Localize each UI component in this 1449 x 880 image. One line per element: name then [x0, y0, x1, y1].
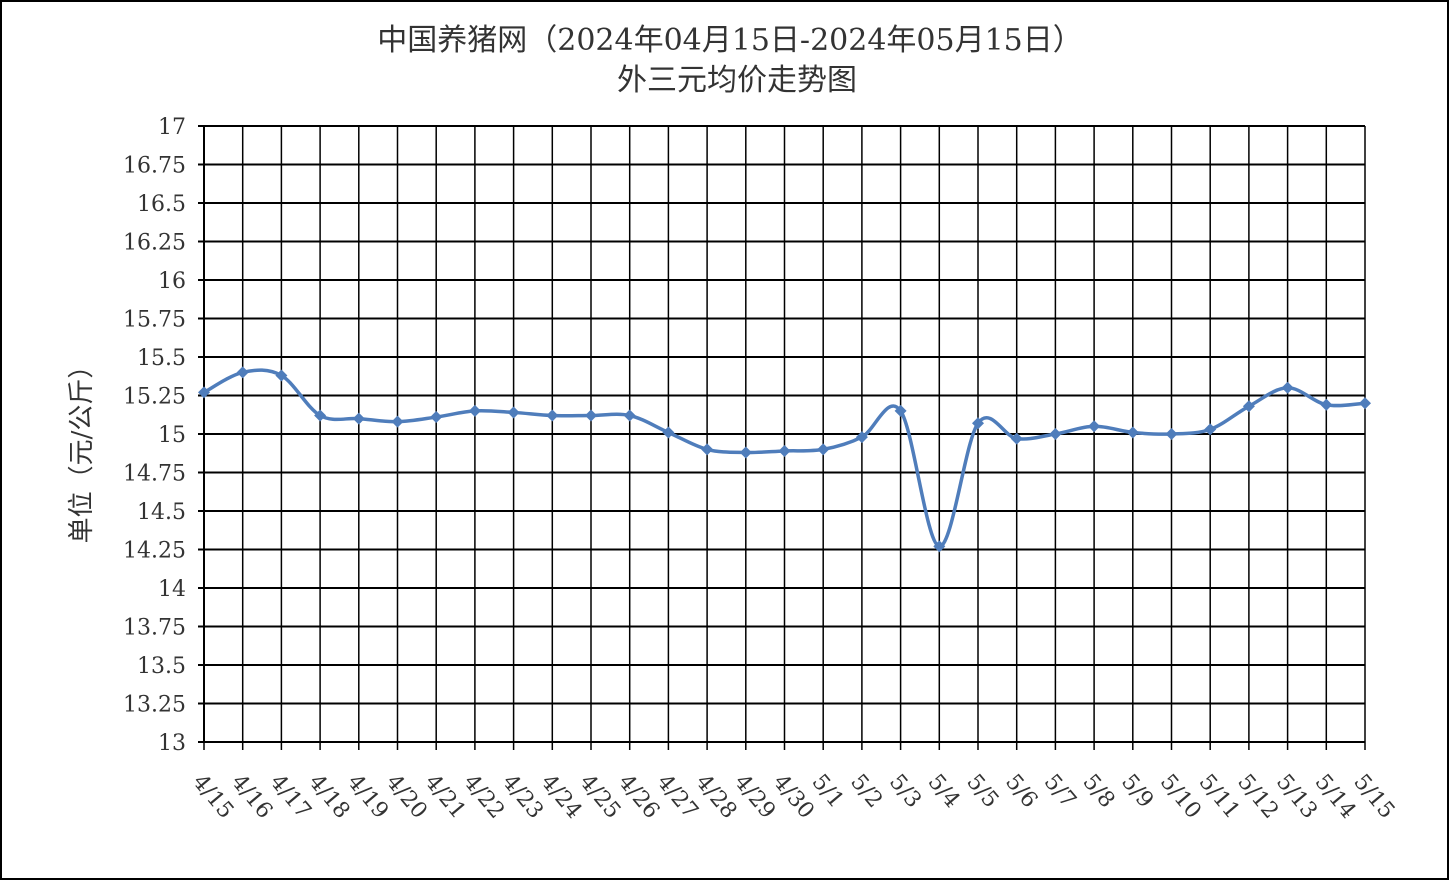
data-point [1359, 397, 1371, 410]
y-tick-label: 13.25 [123, 693, 186, 718]
data-point [739, 446, 752, 459]
y-tick-label: 14.5 [137, 500, 186, 525]
data-point [236, 366, 249, 379]
y-axis-label: 单位（元/公斤） [67, 353, 97, 544]
data-point [391, 415, 404, 428]
data-point [352, 412, 365, 425]
y-tick-label: 15.5 [137, 346, 186, 371]
data-point [817, 443, 830, 456]
data-point [1049, 428, 1062, 440]
y-tick-label: 16 [158, 269, 186, 294]
y-tick-label: 13.5 [137, 654, 186, 679]
y-tick-label: 15.75 [123, 308, 186, 333]
data-point [1165, 428, 1178, 440]
y-tick-label: 14 [158, 577, 186, 602]
chart-subtitle: 外三元均价走势图 [617, 63, 857, 98]
data-point [198, 386, 210, 399]
data-point [1088, 420, 1101, 433]
y-tick-label: 16.25 [123, 231, 186, 256]
data-point [1010, 432, 1023, 445]
y-tick-label: 16.75 [123, 154, 186, 179]
data-point [701, 443, 714, 456]
y-tick-label: 14.75 [123, 462, 186, 487]
y-tick-label: 17 [158, 115, 186, 140]
data-point [662, 426, 675, 439]
chart-title: 中国养猪网（2024年04月15日-2024年05月15日） [377, 23, 1083, 58]
data-point [894, 404, 907, 417]
data-point [546, 409, 559, 422]
data-point [430, 411, 443, 424]
data-point [1126, 426, 1139, 439]
data-point [933, 540, 946, 553]
y-tick-label: 13 [158, 731, 186, 756]
y-tick-label: 15.25 [123, 385, 186, 410]
data-point [314, 409, 327, 422]
data-point [972, 417, 984, 430]
data-point [585, 409, 597, 422]
y-tick-label: 16.5 [137, 192, 186, 217]
y-tick-label: 14.25 [123, 539, 186, 564]
data-point [1281, 381, 1294, 394]
data-point [1242, 400, 1255, 413]
data-point [855, 431, 868, 444]
data-point [507, 406, 520, 419]
data-point [778, 444, 791, 457]
y-tick-label: 15 [158, 423, 186, 448]
data-point [1320, 398, 1333, 411]
data-point [275, 369, 288, 382]
y-tick-label: 13.75 [123, 616, 186, 641]
data-point [468, 404, 481, 417]
data-point [1204, 423, 1217, 436]
data-point [623, 409, 636, 422]
